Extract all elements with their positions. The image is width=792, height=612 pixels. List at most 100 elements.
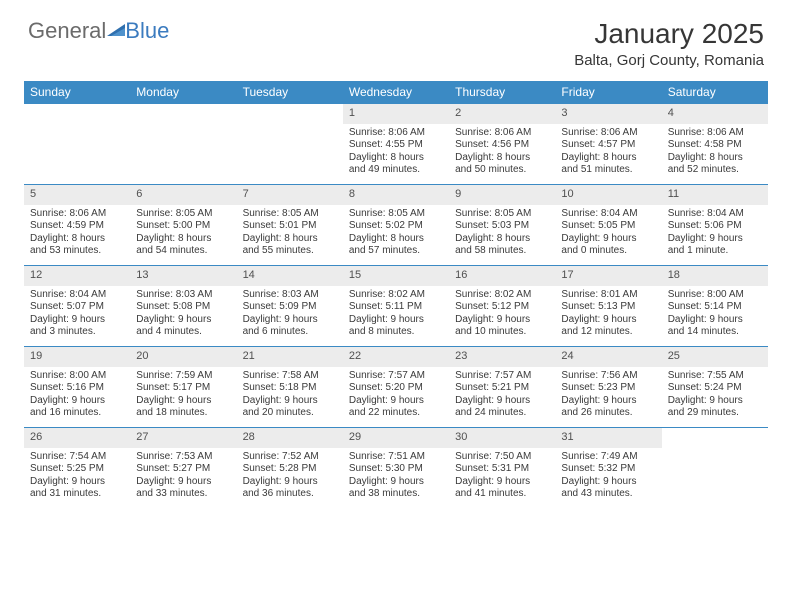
day-number: 10 — [555, 185, 661, 205]
day-cell: 9Sunrise: 8:05 AMSunset: 5:03 PMDaylight… — [449, 185, 555, 265]
weekday-label: Saturday — [662, 81, 768, 104]
day-cell: 11Sunrise: 8:04 AMSunset: 5:06 PMDayligh… — [662, 185, 768, 265]
day-daylight1: Daylight: 9 hours — [243, 314, 337, 327]
day-daylight2: and 6 minutes. — [243, 326, 337, 339]
day-daylight1: Daylight: 9 hours — [30, 314, 124, 327]
day-daylight1: Daylight: 9 hours — [136, 476, 230, 489]
day-number: 24 — [555, 347, 661, 367]
week-row: 26Sunrise: 7:54 AMSunset: 5:25 PMDayligh… — [24, 427, 768, 508]
day-info: Sunrise: 8:04 AMSunset: 5:05 PMDaylight:… — [555, 205, 661, 262]
day-sunrise: Sunrise: 7:55 AM — [668, 370, 762, 383]
day-sunrise: Sunrise: 7:57 AM — [349, 370, 443, 383]
day-number: 17 — [555, 266, 661, 286]
day-daylight1: Daylight: 9 hours — [30, 476, 124, 489]
day-cell: 27Sunrise: 7:53 AMSunset: 5:27 PMDayligh… — [130, 428, 236, 508]
weekday-label: Monday — [130, 81, 236, 104]
day-cell: 22Sunrise: 7:57 AMSunset: 5:20 PMDayligh… — [343, 347, 449, 427]
day-daylight2: and 1 minute. — [668, 245, 762, 258]
day-sunset: Sunset: 5:14 PM — [668, 301, 762, 314]
day-sunrise: Sunrise: 8:04 AM — [668, 208, 762, 221]
day-daylight2: and 54 minutes. — [136, 245, 230, 258]
day-cell: 21Sunrise: 7:58 AMSunset: 5:18 PMDayligh… — [237, 347, 343, 427]
day-daylight1: Daylight: 9 hours — [561, 314, 655, 327]
day-number: 13 — [130, 266, 236, 286]
day-daylight2: and 49 minutes. — [349, 164, 443, 177]
day-number: 8 — [343, 185, 449, 205]
day-sunrise: Sunrise: 7:58 AM — [243, 370, 337, 383]
day-sunset: Sunset: 5:17 PM — [136, 382, 230, 395]
day-number: 9 — [449, 185, 555, 205]
day-daylight2: and 24 minutes. — [455, 407, 549, 420]
day-cell: 23Sunrise: 7:57 AMSunset: 5:21 PMDayligh… — [449, 347, 555, 427]
day-sunset: Sunset: 5:16 PM — [30, 382, 124, 395]
day-info: Sunrise: 7:52 AMSunset: 5:28 PMDaylight:… — [237, 448, 343, 505]
weekday-header: Sunday Monday Tuesday Wednesday Thursday… — [24, 81, 768, 104]
day-sunset: Sunset: 4:56 PM — [455, 139, 549, 152]
weekday-label: Friday — [555, 81, 661, 104]
day-number: 15 — [343, 266, 449, 286]
day-daylight1: Daylight: 8 hours — [243, 233, 337, 246]
day-cell: 24Sunrise: 7:56 AMSunset: 5:23 PMDayligh… — [555, 347, 661, 427]
day-number: 21 — [237, 347, 343, 367]
day-number: 18 — [662, 266, 768, 286]
day-daylight1: Daylight: 9 hours — [455, 314, 549, 327]
day-info: Sunrise: 8:04 AMSunset: 5:07 PMDaylight:… — [24, 286, 130, 343]
day-cell: 15Sunrise: 8:02 AMSunset: 5:11 PMDayligh… — [343, 266, 449, 346]
day-number: 22 — [343, 347, 449, 367]
day-info: Sunrise: 7:56 AMSunset: 5:23 PMDaylight:… — [555, 367, 661, 424]
day-number: 23 — [449, 347, 555, 367]
day-sunrise: Sunrise: 8:04 AM — [30, 289, 124, 302]
day-info: Sunrise: 8:03 AMSunset: 5:09 PMDaylight:… — [237, 286, 343, 343]
day-sunset: Sunset: 5:02 PM — [349, 220, 443, 233]
brand-logo: General Blue — [28, 18, 169, 44]
day-info: Sunrise: 8:05 AMSunset: 5:02 PMDaylight:… — [343, 205, 449, 262]
day-info: Sunrise: 7:55 AMSunset: 5:24 PMDaylight:… — [662, 367, 768, 424]
day-number: 28 — [237, 428, 343, 448]
weekday-label: Sunday — [24, 81, 130, 104]
day-sunrise: Sunrise: 8:00 AM — [668, 289, 762, 302]
day-cell: 29Sunrise: 7:51 AMSunset: 5:30 PMDayligh… — [343, 428, 449, 508]
week-row: 1Sunrise: 8:06 AMSunset: 4:55 PMDaylight… — [24, 104, 768, 184]
day-number: 5 — [24, 185, 130, 205]
day-cell: 17Sunrise: 8:01 AMSunset: 5:13 PMDayligh… — [555, 266, 661, 346]
day-sunset: Sunset: 5:05 PM — [561, 220, 655, 233]
day-cell — [24, 104, 130, 184]
day-sunrise: Sunrise: 7:59 AM — [136, 370, 230, 383]
day-info: Sunrise: 7:53 AMSunset: 5:27 PMDaylight:… — [130, 448, 236, 505]
day-daylight2: and 0 minutes. — [561, 245, 655, 258]
day-number: 31 — [555, 428, 661, 448]
day-info: Sunrise: 7:51 AMSunset: 5:30 PMDaylight:… — [343, 448, 449, 505]
day-number: 3 — [555, 104, 661, 124]
day-info: Sunrise: 8:06 AMSunset: 4:55 PMDaylight:… — [343, 124, 449, 181]
day-daylight1: Daylight: 9 hours — [349, 395, 443, 408]
day-sunrise: Sunrise: 8:05 AM — [455, 208, 549, 221]
day-daylight2: and 36 minutes. — [243, 488, 337, 501]
calendar-grid: Sunday Monday Tuesday Wednesday Thursday… — [24, 81, 768, 508]
day-info: Sunrise: 7:50 AMSunset: 5:31 PMDaylight:… — [449, 448, 555, 505]
day-sunset: Sunset: 5:08 PM — [136, 301, 230, 314]
day-info: Sunrise: 8:05 AMSunset: 5:01 PMDaylight:… — [237, 205, 343, 262]
day-sunset: Sunset: 4:57 PM — [561, 139, 655, 152]
day-sunset: Sunset: 5:01 PM — [243, 220, 337, 233]
day-info: Sunrise: 8:06 AMSunset: 4:57 PMDaylight:… — [555, 124, 661, 181]
day-cell — [130, 104, 236, 184]
day-daylight2: and 57 minutes. — [349, 245, 443, 258]
day-daylight2: and 3 minutes. — [30, 326, 124, 339]
day-daylight2: and 52 minutes. — [668, 164, 762, 177]
day-cell: 3Sunrise: 8:06 AMSunset: 4:57 PMDaylight… — [555, 104, 661, 184]
title-block: January 2025 Balta, Gorj County, Romania — [574, 18, 764, 69]
day-info: Sunrise: 8:03 AMSunset: 5:08 PMDaylight:… — [130, 286, 236, 343]
day-daylight1: Daylight: 9 hours — [349, 314, 443, 327]
day-info: Sunrise: 8:00 AMSunset: 5:16 PMDaylight:… — [24, 367, 130, 424]
day-cell: 4Sunrise: 8:06 AMSunset: 4:58 PMDaylight… — [662, 104, 768, 184]
day-cell: 20Sunrise: 7:59 AMSunset: 5:17 PMDayligh… — [130, 347, 236, 427]
week-row: 19Sunrise: 8:00 AMSunset: 5:16 PMDayligh… — [24, 346, 768, 427]
day-daylight2: and 55 minutes. — [243, 245, 337, 258]
day-number: 27 — [130, 428, 236, 448]
weeks-container: 1Sunrise: 8:06 AMSunset: 4:55 PMDaylight… — [24, 104, 768, 508]
day-sunset: Sunset: 5:11 PM — [349, 301, 443, 314]
day-number: 25 — [662, 347, 768, 367]
day-info: Sunrise: 8:06 AMSunset: 4:56 PMDaylight:… — [449, 124, 555, 181]
day-number: 29 — [343, 428, 449, 448]
day-cell: 25Sunrise: 7:55 AMSunset: 5:24 PMDayligh… — [662, 347, 768, 427]
